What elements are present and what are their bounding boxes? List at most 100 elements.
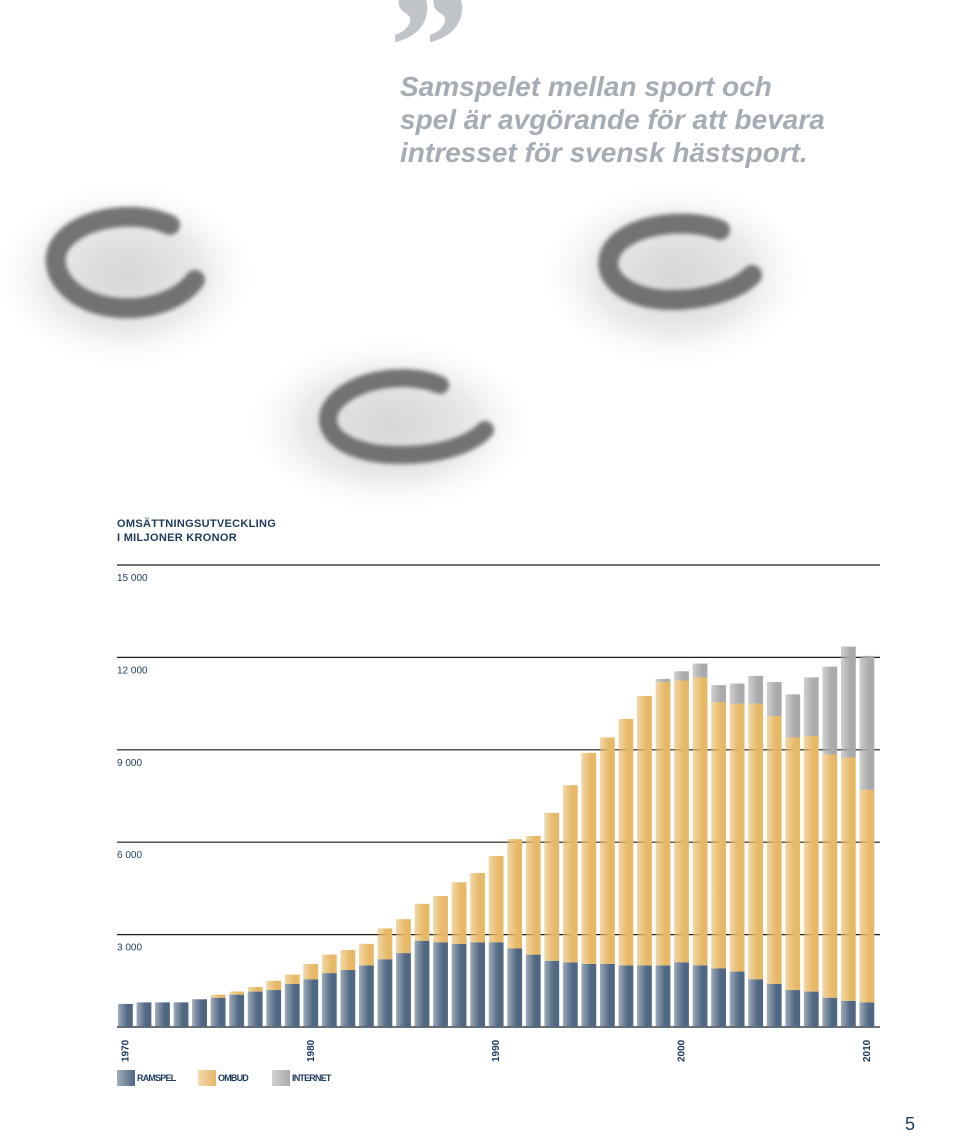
bar-ramspel-2005 xyxy=(766,983,782,1027)
bar-ombud-1990 xyxy=(488,856,504,943)
bar-ombud-2007 xyxy=(803,735,819,992)
bar-internet-2010 xyxy=(859,655,875,790)
bar-ramspel-1976 xyxy=(229,994,245,1027)
bar-ombud-1984 xyxy=(377,928,393,960)
bar-ombud-2000 xyxy=(674,680,689,963)
bar-ramspel-2008 xyxy=(822,997,838,1027)
bar-ombud-2010 xyxy=(859,789,875,1003)
y-tick-label: 12 000 xyxy=(117,665,148,676)
horseshoe-imprints-image xyxy=(0,180,815,510)
bar-ombud-2003 xyxy=(729,703,745,972)
x-tick-label: 1980 xyxy=(306,1039,317,1062)
bar-internet-2007 xyxy=(803,677,819,736)
bar-ramspel-1980 xyxy=(303,979,319,1027)
bar-ombud-1980 xyxy=(303,963,319,980)
bar-ramspel-1997 xyxy=(618,965,634,1027)
bar-ramspel-1998 xyxy=(637,965,652,1027)
horseshoe-imprint xyxy=(535,180,815,370)
bar-internet-2009 xyxy=(840,646,856,758)
bar-ramspel-1979 xyxy=(284,983,300,1027)
bar-ramspel-1970 xyxy=(118,1003,133,1027)
bar-ramspel-1991 xyxy=(507,948,523,1027)
bar-ramspel-2001 xyxy=(692,965,708,1027)
bar-ramspel-1993 xyxy=(544,960,560,1027)
stacked-bar-chart: 3 000 6 000 9 000 12 000 15 000 1970 1980 1990 2… xyxy=(117,564,880,1062)
bar-ramspel-2004 xyxy=(748,979,764,1027)
pull-quote: Samspelet mellan sport och spel är avgör… xyxy=(400,70,900,169)
bar-ramspel-2007 xyxy=(803,991,819,1027)
bar-internet-2000 xyxy=(674,671,689,681)
bar-ramspel-2002 xyxy=(711,968,726,1027)
page-number: 5 xyxy=(905,1114,916,1134)
bar-ombud-1989 xyxy=(470,873,486,943)
bar-ombud-1983 xyxy=(358,943,374,966)
bar-ramspel-1973 xyxy=(173,1002,189,1027)
bar-ramspel-1972 xyxy=(155,1002,170,1027)
horseshoe-imprint xyxy=(0,180,260,370)
bar-ramspel-1990 xyxy=(488,942,504,1027)
legend-swatch xyxy=(198,1070,216,1086)
bar-ombud-2009 xyxy=(840,757,856,1001)
y-tick-label: 15 000 xyxy=(117,573,148,584)
bar-ombud-1994 xyxy=(562,785,578,963)
bar-ramspel-1996 xyxy=(599,963,615,1027)
x-tick-label: 1970 xyxy=(120,1039,131,1062)
bar-ramspel-2006 xyxy=(785,990,801,1027)
bar-internet-2005 xyxy=(766,682,782,716)
bar-ombud-1998 xyxy=(637,695,652,966)
bar-internet-2004 xyxy=(748,675,764,704)
bar-internet-2006 xyxy=(785,694,801,738)
bar-ramspel-1974 xyxy=(192,999,207,1027)
bar-ramspel-1992 xyxy=(525,954,541,1027)
bar-ombud-1982 xyxy=(340,950,356,971)
bar-ombud-1979 xyxy=(284,974,300,984)
chart-title-line: OMSÄTTNINGSUTVECKLING xyxy=(117,518,277,530)
bar-ramspel-2010 xyxy=(859,1002,875,1027)
quote-line: intresset för svensk hästsport. xyxy=(400,137,808,168)
bar-ombud-2001 xyxy=(692,677,708,966)
bar-ombud-1981 xyxy=(321,954,337,974)
bar-ombud-1995 xyxy=(581,752,597,964)
bar-ramspel-1985 xyxy=(396,953,411,1027)
bar-ramspel-1995 xyxy=(581,963,597,1027)
bar-ombud-2006 xyxy=(785,737,801,991)
legend-label: INTERNET xyxy=(292,1073,331,1083)
bar-ramspel-1981 xyxy=(321,973,337,1027)
horseshoe-imprint xyxy=(240,335,540,510)
bar-ombud-1987 xyxy=(433,896,448,943)
bar-ramspel-1978 xyxy=(266,990,282,1027)
bar-ombud-2008 xyxy=(822,754,838,998)
bar-ombud-1976 xyxy=(229,991,245,995)
bar-ramspel-1989 xyxy=(470,942,486,1027)
bar-ombud-1986 xyxy=(414,903,430,941)
bar-ombud-2002 xyxy=(711,702,726,969)
bar-ombud-1985 xyxy=(396,919,411,954)
bar-ramspel-2000 xyxy=(674,962,689,1027)
bar-ombud-1997 xyxy=(618,719,634,966)
bar-internet-2008 xyxy=(822,666,838,755)
bar-ombud-2004 xyxy=(748,703,764,980)
quote-mark: ” xyxy=(380,0,465,141)
bar-ramspel-1988 xyxy=(451,943,467,1027)
bar-ramspel-1971 xyxy=(136,1002,152,1027)
bar-ramspel-1983 xyxy=(358,965,374,1027)
bar-ombud-1978 xyxy=(266,980,282,991)
y-tick-label: 6 000 xyxy=(117,850,142,861)
bar-ramspel-1982 xyxy=(340,970,356,1027)
bar-internet-2001 xyxy=(692,663,708,678)
legend-label: OMBUD xyxy=(218,1073,249,1083)
bar-ramspel-1984 xyxy=(377,959,393,1027)
bar-ombud-1977 xyxy=(247,986,263,992)
x-tick-label: 2010 xyxy=(862,1039,873,1062)
bar-ramspel-1999 xyxy=(655,965,671,1027)
bar-ombud-1996 xyxy=(599,737,615,964)
quote-line: spel är avgörande för att bevara xyxy=(400,104,825,135)
bar-ramspel-2009 xyxy=(840,1000,856,1027)
bar-ombud-1975 xyxy=(210,994,226,998)
bar-ombud-2005 xyxy=(766,715,782,984)
x-tick-label: 1990 xyxy=(491,1039,502,1062)
bar-ramspel-2003 xyxy=(729,971,745,1027)
legend-swatch xyxy=(272,1070,290,1086)
bar-ombud-1988 xyxy=(451,882,467,944)
bar-ombud-1991 xyxy=(507,839,523,949)
